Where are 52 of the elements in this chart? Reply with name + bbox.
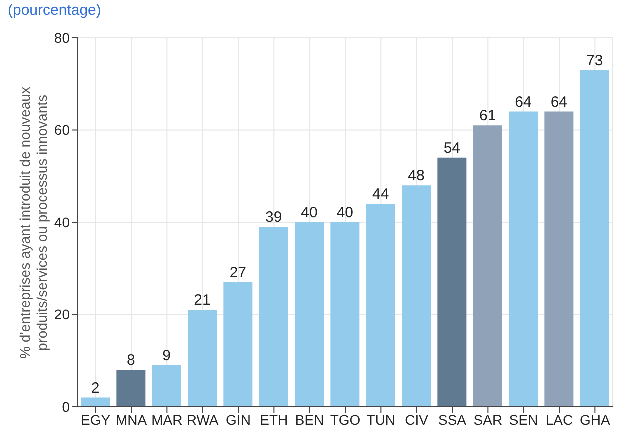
bar <box>544 112 574 407</box>
bar <box>366 204 396 407</box>
x-tick-label: MNA <box>116 412 148 428</box>
x-tick-label: MAR <box>152 412 183 428</box>
bar <box>116 370 146 407</box>
data-label: 40 <box>301 204 318 222</box>
data-label: 2 <box>91 380 100 397</box>
x-tick-label: TUN <box>366 412 396 428</box>
data-label: 54 <box>444 140 461 157</box>
y-axis-title: % d'entreprises ayant introduit de nouveaux produits/services ou processus innovants <box>17 87 50 359</box>
bar <box>438 158 467 407</box>
x-tick-label: GHA <box>580 412 611 428</box>
chart-title: (pourcentage) <box>8 2 102 19</box>
x-tick-label: ETH <box>260 412 288 428</box>
bar <box>188 310 217 407</box>
data-label: 64 <box>550 94 568 111</box>
x-tick-label: SSA <box>438 412 468 428</box>
bar <box>259 227 288 407</box>
x-tick-label: RWA <box>186 412 220 428</box>
bar <box>580 70 610 407</box>
data-label: 73 <box>586 52 604 70</box>
bar <box>330 222 360 407</box>
data-label: 8 <box>126 352 136 370</box>
data-label: 48 <box>408 168 425 185</box>
data-label: 39 <box>265 209 282 226</box>
x-tick-label: TGO <box>330 412 361 428</box>
y-tick-label: 40 <box>54 214 70 230</box>
bar <box>509 112 538 407</box>
bar <box>295 222 324 407</box>
y-tick-label: 60 <box>54 122 70 138</box>
bar <box>473 126 502 407</box>
data-label: 27 <box>230 264 247 282</box>
data-label: 44 <box>372 186 390 204</box>
bar <box>152 365 182 407</box>
bar <box>402 186 431 407</box>
y-tick-label: 20 <box>54 306 70 323</box>
data-label: 9 <box>162 347 172 364</box>
x-tick-label: SAR <box>474 412 503 428</box>
x-tick-label: LAC <box>546 412 574 428</box>
x-tick-label: SEN <box>509 412 538 428</box>
bar <box>81 398 110 407</box>
y-tick-label: 0 <box>62 398 70 415</box>
x-tick-label: BEN <box>295 412 324 428</box>
data-label: 40 <box>336 204 354 222</box>
y-tick-label: 80 <box>54 30 70 46</box>
data-label: 61 <box>479 108 496 125</box>
data-label: 64 <box>515 94 532 111</box>
bar <box>224 282 253 407</box>
x-tick-label: CIV <box>405 412 430 428</box>
x-tick-label: EGY <box>81 412 112 428</box>
data-label: 21 <box>194 292 211 310</box>
x-tick-label: GIN <box>226 412 251 428</box>
